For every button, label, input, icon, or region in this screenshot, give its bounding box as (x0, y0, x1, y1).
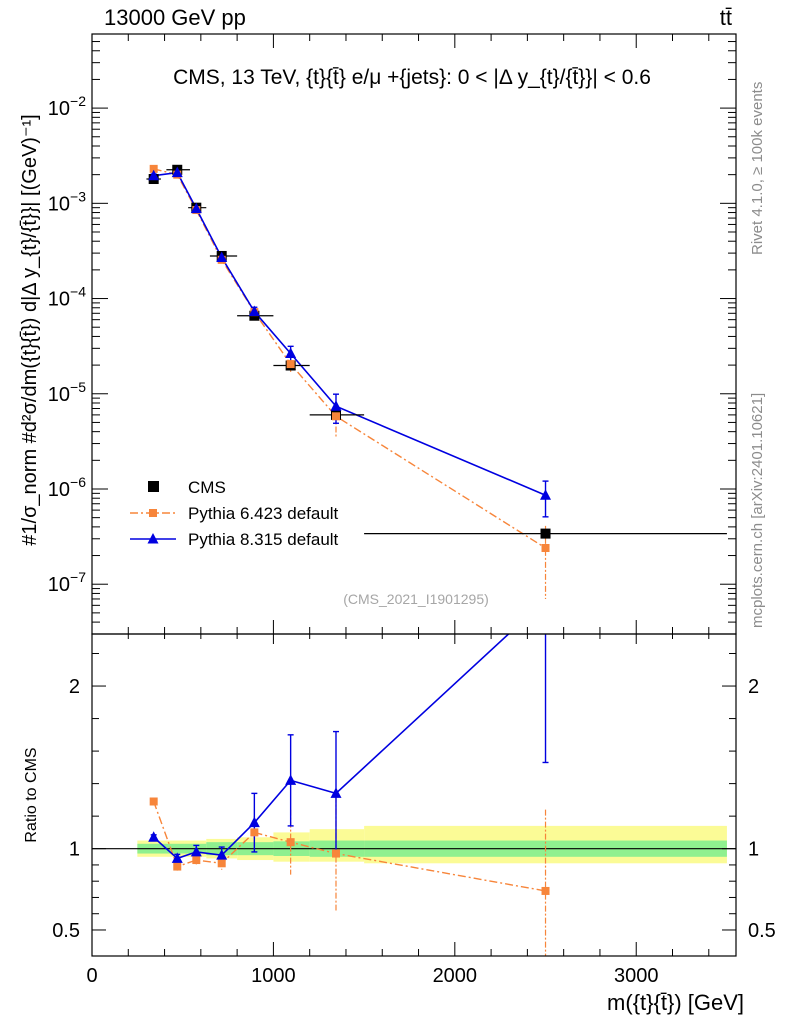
y-tick-label: 10−7 (48, 569, 86, 596)
ratio-y-tick-label-right: 2 (748, 676, 759, 698)
legend: CMS Pythia 6.423 default Pythia 8.315 defa… (130, 478, 339, 549)
x-tick-label: 2000 (433, 965, 478, 987)
main-panel: 10−7 10−6 10−5 10−4 10−3 10−2 CMS, 13 TeV, {t… (19, 33, 737, 635)
analysis-watermark: (CMS_2021_I1901295) (343, 591, 489, 607)
x-axis-label: m({t}{t̄}) [GeV] (607, 990, 744, 1015)
y-tick-label: 10−6 (48, 474, 86, 501)
cms-marker (540, 528, 551, 539)
ratio-pythia6-marker (250, 828, 259, 837)
pythia8-marker (540, 489, 552, 500)
legend-pythia6-marker (149, 509, 157, 517)
pythia8-marker (148, 169, 160, 181)
ratio-pythia6-marker (331, 849, 340, 858)
ratio-pythia8-marker (216, 849, 228, 860)
ratio-pythia8-marker (330, 787, 342, 798)
ratio-axis-label: Ratio to CMS (23, 747, 40, 842)
ratio-pythia8-marker (190, 845, 202, 857)
ratio-frame (91, 633, 737, 957)
pythia8-marker (330, 400, 342, 411)
plot-title: CMS, 13 TeV, {t}{t̄} e/μ +{jets}: 0 < |Δ… (173, 66, 651, 89)
y-tick-label: 10−2 (48, 93, 86, 120)
pythia8-marker (190, 202, 202, 214)
x-tick-label: 0 (86, 965, 97, 987)
ratio-pythia8-marker (148, 831, 160, 842)
y-tick-label: 10−5 (48, 379, 86, 406)
pythia6-marker (149, 164, 158, 173)
legend-pythia6-label: Pythia 6.423 default (188, 504, 339, 523)
mcplots-label: mcplots.cern.ch [arXiv:2401.10621] (749, 393, 766, 628)
rivet-version-label: Rivet 4.1.0, ≥ 100k events (749, 82, 766, 255)
y-axis-label: #1/σ_norm #d²σ/dm({t}{t̄}) d|Δ y_{t}/{t̄… (19, 114, 41, 545)
ratio-y-tick-label-right: 0.5 (748, 920, 776, 942)
x-tick-label: 1000 (251, 965, 296, 987)
pythia8-marker (171, 166, 183, 178)
ratio-y-tick-label: 0.5 (52, 920, 80, 942)
ratio-y-tick-label: 2 (69, 676, 80, 698)
ratio-pythia6-marker (217, 859, 226, 868)
ratio-pythia6-line (153, 801, 546, 892)
pythia8-marker (248, 305, 260, 317)
ratio-pythia8-marker (248, 816, 260, 828)
legend-pythia8-label: Pythia 8.315 default (188, 530, 339, 549)
pythia8-marker (216, 251, 228, 262)
ratio-pythia8-marker (285, 774, 297, 785)
ratio-y-tick-label-right: 1 (748, 839, 759, 861)
energy-label: 13000 GeV pp (104, 5, 246, 30)
legend-cms-label: CMS (188, 478, 226, 497)
ratio-panel: 0.5 0.5 1 1 2 2 Ratio to CMS (23, 633, 776, 957)
pythia8-marker (285, 347, 297, 358)
pythia8-line (153, 171, 546, 496)
pythia6-marker (541, 544, 550, 553)
ratio-pythia6-marker (192, 856, 201, 865)
y-tick-label: 10−3 (48, 188, 86, 215)
ratio-pythia6-marker (286, 838, 295, 847)
ratio-y-tick-label: 1 (69, 839, 80, 861)
pythia6-marker (331, 412, 340, 421)
x-tick-label: 3000 (614, 965, 659, 987)
legend-pythia8-marker (147, 533, 159, 544)
ratio-pythia8-line (153, 634, 510, 860)
pythia6-marker (286, 360, 295, 369)
legend-cms-marker (148, 481, 159, 492)
y-tick-label: 10−4 (48, 284, 86, 311)
ratio-pythia6-marker (541, 886, 550, 895)
ratio-pythia8-marker (171, 852, 183, 863)
process-label: tt̄ (720, 5, 732, 30)
ratio-pythia6-marker (173, 862, 182, 871)
ratio-pythia6-marker (149, 797, 158, 806)
